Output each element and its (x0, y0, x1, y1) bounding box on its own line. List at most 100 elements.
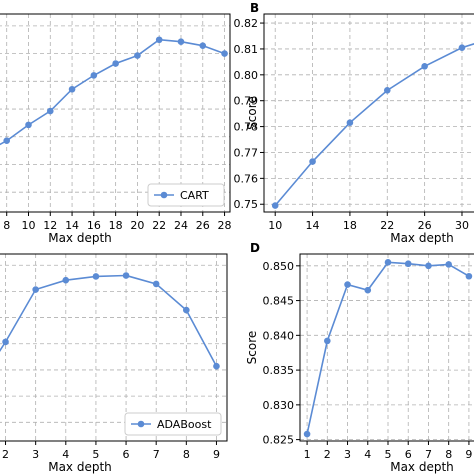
x-tick-label: 4 (62, 448, 69, 461)
legend-marker (137, 420, 145, 428)
x-tick-label: 22 (152, 219, 166, 232)
data-point (364, 286, 372, 294)
legend-box (124, 412, 222, 436)
data-point (46, 107, 54, 115)
y-axis-label: Score (245, 96, 259, 130)
panel-letter: B (250, 1, 259, 15)
x-tick-label: 7 (153, 448, 160, 461)
data-point (25, 121, 32, 129)
x-tick-label: 14 (306, 219, 320, 232)
data-point (383, 87, 391, 94)
x-tick-label: 18 (343, 219, 357, 232)
y-tick-label: 0.76 (234, 172, 259, 185)
data-point (155, 36, 163, 44)
panel-b: 10 14 18 22 26 30 0.75 0.76 0.77 0.78 0.79 0.80 0.81… (234, 1, 474, 245)
x-tick-label: 3 (32, 448, 39, 461)
panel-a-cart: 8 10 12 14 16 18 20 22 24 26 28 Max depth CART (0, 13, 232, 245)
x-tick-label: 10 (21, 219, 35, 232)
y-tick-label: 0.82 (234, 17, 259, 30)
x-tick-label: 16 (87, 219, 101, 232)
data-point (421, 62, 428, 70)
data-point (92, 273, 100, 280)
series-line (0, 38, 225, 146)
data-point (344, 281, 351, 288)
data-point (404, 260, 412, 268)
x-tick-label: 20 (130, 219, 144, 232)
grid-lines (300, 254, 474, 441)
x-tick-label: 10 (268, 219, 282, 232)
y-tick-label: 0.78 (234, 121, 259, 134)
y-tick-label: 0.840 (263, 329, 295, 342)
y-tick-label: 0.80 (234, 69, 259, 82)
data-point (384, 259, 392, 266)
plot-frame (0, 13, 231, 213)
data-point (32, 286, 39, 293)
data-point (458, 44, 466, 51)
x-tick-label: 3 (344, 448, 351, 461)
plot-frame (0, 253, 228, 442)
x-tick-label: 6 (123, 448, 130, 461)
series-group (0, 36, 228, 146)
x-tick-label: 30 (455, 219, 469, 232)
data-point (68, 85, 76, 93)
data-point (271, 202, 279, 209)
data-point (213, 362, 220, 370)
x-axis-label: Max depth (48, 231, 112, 245)
data-point (324, 337, 331, 345)
x-tick-label: 4 (364, 448, 371, 461)
grid-lines (264, 14, 474, 212)
data-point (112, 60, 119, 67)
data-point (177, 38, 185, 46)
x-tick-label: 12 (43, 219, 57, 232)
y-tick-label: 0.81 (234, 43, 259, 56)
plot-frame (263, 13, 474, 213)
data-point (152, 280, 160, 288)
series-group (271, 43, 474, 209)
data-point (425, 262, 432, 270)
x-tick-label: 5 (385, 448, 392, 461)
y-tick-label: 0.75 (234, 198, 259, 211)
data-point (303, 430, 311, 438)
x-tick-label: 7 (425, 448, 432, 461)
panel-d: 1 2 3 4 5 6 7 8 9 0.825 0.830 0.835 0.840 0.845 0.850 M… (245, 241, 474, 474)
x-tick-label: 14 (65, 219, 79, 232)
x-axis-label: Max depth (390, 460, 454, 474)
x-axis-label: Max depth (390, 231, 454, 245)
x-tick-label: 28 (218, 219, 232, 232)
x-tick-label: 8 (445, 448, 452, 461)
x-tick-label: 6 (405, 448, 412, 461)
x-tick-label: 5 (92, 448, 99, 461)
x-tick-label: 26 (418, 219, 432, 232)
y-tick-label: 0.850 (263, 260, 295, 273)
data-point (445, 261, 452, 268)
data-point (465, 272, 473, 280)
x-tick-label: 8 (183, 448, 190, 461)
x-tick-label: 1 (304, 448, 311, 461)
y-tick-label: 0.830 (263, 399, 295, 412)
series-line (274, 43, 474, 207)
x-tick-label: 2 (2, 448, 9, 461)
series-group (303, 259, 473, 438)
y-tick-label: 0.77 (234, 146, 259, 159)
x-tick-label: 8 (3, 219, 10, 232)
data-point (346, 119, 354, 127)
data-point (62, 276, 70, 284)
x-tick-label: 24 (174, 219, 188, 232)
legend-label: CART (180, 189, 209, 202)
panel-letter: D (250, 241, 260, 255)
y-tick-label: 0.845 (263, 295, 295, 308)
x-tick-label: 22 (380, 219, 394, 232)
data-point (3, 137, 11, 145)
data-point (134, 52, 141, 59)
y-axis-label: Score (245, 331, 259, 365)
x-tick-label: 9 (465, 448, 472, 461)
data-point (122, 272, 130, 279)
data-point (221, 50, 228, 57)
data-point (90, 72, 98, 79)
x-tick-label: 2 (324, 448, 331, 461)
legend-box (147, 183, 225, 207)
y-tick-label: 0.79 (234, 95, 259, 108)
grid-lines (0, 14, 230, 212)
data-point (183, 306, 190, 314)
